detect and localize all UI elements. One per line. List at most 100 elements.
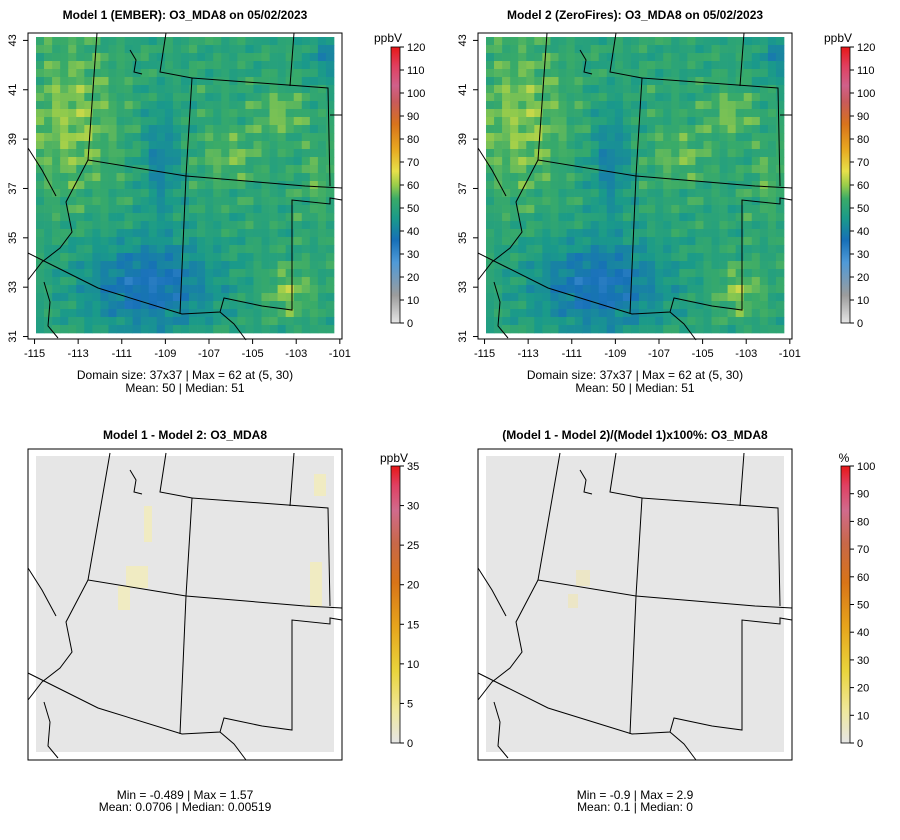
- grid-cell: [253, 245, 262, 254]
- grid-cell: [534, 141, 543, 150]
- grid-cell: [767, 237, 777, 246]
- grid-cell: [317, 189, 327, 198]
- grid-cell: [759, 77, 769, 86]
- grid-cell: [647, 229, 656, 238]
- grid-cell: [205, 141, 214, 150]
- grid-cell: [124, 45, 133, 54]
- grid-cell: [526, 285, 535, 294]
- grid-cell: [317, 157, 327, 166]
- grid-cell: [140, 253, 150, 262]
- grid-cell: [172, 285, 182, 294]
- grid-cell: [84, 181, 93, 190]
- grid-cell: [92, 173, 101, 182]
- grid-cell: [52, 133, 61, 142]
- grid-cell: [574, 141, 583, 150]
- grid-cell: [76, 165, 85, 174]
- grid-cell: [743, 277, 753, 286]
- grid-cell: [213, 149, 222, 158]
- grid-cell: [663, 277, 672, 286]
- grid-cell: [558, 317, 567, 326]
- grid-cell: [606, 133, 616, 142]
- colorbar-unit: %: [839, 451, 850, 465]
- grid-cell: [76, 77, 85, 86]
- grid-cell: [663, 213, 672, 222]
- grid-cell: [164, 157, 174, 166]
- grid-cell: [719, 61, 728, 70]
- grid-cell: [775, 61, 785, 70]
- grid-cell: [156, 109, 166, 118]
- grid-cell: [679, 213, 688, 222]
- grid-cell: [44, 325, 53, 334]
- grid-cell: [269, 261, 278, 270]
- grid-cell: [775, 261, 785, 270]
- grid-cell: [727, 237, 737, 246]
- grid-cell: [719, 317, 728, 326]
- grid-cell: [301, 237, 311, 246]
- grid-cell: [639, 229, 648, 238]
- grid-cell: [285, 69, 295, 78]
- grid-cell: [687, 229, 696, 238]
- grid-cell: [92, 109, 101, 118]
- grid-cell: [759, 37, 769, 46]
- grid-cell: [630, 213, 640, 222]
- grid-cell: [100, 229, 109, 238]
- colorbar-tick-label: 40: [857, 226, 869, 238]
- grid-cell: [229, 157, 238, 166]
- grid-cell: [245, 173, 254, 182]
- grid-cell: [100, 253, 109, 262]
- grid-cell: [486, 101, 495, 110]
- grid-cell: [148, 205, 158, 214]
- grid-cell: [743, 253, 753, 262]
- grid-cell: [679, 261, 688, 270]
- grid-cell: [711, 285, 720, 294]
- grid-cell: [518, 85, 527, 94]
- grid-cell: [727, 325, 737, 334]
- grid-cell: [36, 237, 45, 246]
- grid-cell: [655, 125, 664, 134]
- grid-cell: [735, 213, 745, 222]
- grid-cell: [245, 245, 254, 254]
- grid-cell: [301, 189, 311, 198]
- grid-cell: [60, 45, 69, 54]
- grid-cell: [550, 285, 559, 294]
- grid-cell: [245, 309, 254, 318]
- grid-cell: [205, 261, 214, 270]
- grid-cell: [751, 165, 761, 174]
- grid-cell: [542, 133, 551, 142]
- state-boundaries: [27, 452, 343, 761]
- grid-cell: [172, 149, 182, 158]
- grid-cell: [44, 181, 53, 190]
- grid-cell: [52, 109, 61, 118]
- grid-cell: [148, 229, 158, 238]
- grid-cell: [526, 189, 535, 198]
- grid-cell: [614, 133, 624, 142]
- grid-cell: [221, 77, 230, 86]
- grid-cell: [269, 301, 278, 310]
- grid-cell: [614, 189, 624, 198]
- grid-cell: [518, 189, 527, 198]
- grid-cell: [711, 149, 720, 158]
- grid-cell: [221, 37, 230, 46]
- grid-cell: [534, 61, 543, 70]
- grid-cell: [205, 221, 214, 230]
- grid-cell: [164, 269, 174, 278]
- grid-cell: [84, 205, 93, 214]
- grid-cell: [277, 133, 287, 142]
- grid-cell: [639, 181, 648, 190]
- grid-cell: [245, 325, 254, 334]
- grid-cell: [775, 309, 785, 318]
- grid-cell: [253, 69, 262, 78]
- grid-cell: [687, 205, 696, 214]
- grid-cell: [630, 165, 640, 174]
- grid-cell: [759, 173, 769, 182]
- grid-cell: [655, 165, 664, 174]
- grid-cell: [301, 77, 311, 86]
- grid-cell: [285, 189, 295, 198]
- grid-cell: [711, 173, 720, 182]
- grid-cell: [582, 317, 592, 326]
- grid-cell: [759, 133, 769, 142]
- grid-cell: [213, 189, 222, 198]
- grid-cell: [542, 245, 551, 254]
- grid-cell: [52, 85, 61, 94]
- grid-cell: [164, 125, 174, 134]
